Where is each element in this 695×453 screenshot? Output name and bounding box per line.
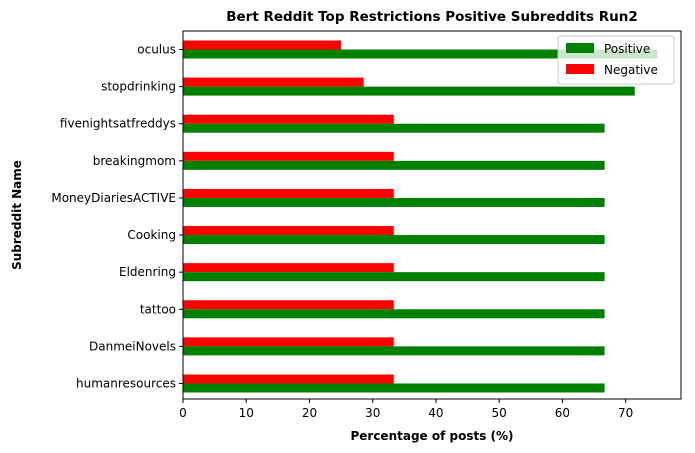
x-tick-label: 0 <box>179 406 187 420</box>
legend-label-positive: Positive <box>604 42 650 56</box>
y-tick-label: Cooking <box>127 228 176 242</box>
y-tick-label: humanresources <box>76 376 176 390</box>
bar-negative-Eldenring <box>183 263 394 273</box>
chart-title: Bert Reddit Top Restrictions Positive Su… <box>226 9 638 25</box>
bar-positive-DanmeiNovels <box>183 346 605 356</box>
bar-positive-Eldenring <box>183 272 605 282</box>
x-tick-label: 60 <box>555 406 570 420</box>
legend: Positive Negative <box>557 35 675 85</box>
x-tick-label: 30 <box>365 406 380 420</box>
bar-negative-fivenightsatfreddys <box>183 114 394 124</box>
bar-negative-breakingmom <box>183 151 394 161</box>
y-tick-label: Eldenring <box>119 265 176 279</box>
x-axis: 0 10 20 30 40 50 60 70 <box>179 399 633 420</box>
x-tick-label: 70 <box>618 406 633 420</box>
y-tick-label: breakingmom <box>93 154 176 168</box>
y-tick-label: DanmeiNovels <box>89 339 176 353</box>
y-tick-label: fivenightsatfreddys <box>60 117 176 131</box>
x-tick-label: 10 <box>239 406 254 420</box>
bar-positive-MoneyDiariesACTIVE <box>183 197 605 207</box>
y-tick-label: stopdrinking <box>101 80 176 94</box>
x-tick-label: 40 <box>428 406 443 420</box>
legend-swatch-negative <box>566 64 594 74</box>
y-tick-label: oculus <box>137 43 176 57</box>
bar-negative-humanresources <box>183 374 394 384</box>
x-tick-label: 20 <box>302 406 317 420</box>
plot-frame <box>182 30 682 400</box>
bar-positive-humanresources <box>183 383 605 393</box>
legend-label-negative: Negative <box>604 63 658 77</box>
x-tick-label: 50 <box>492 406 507 420</box>
bar-positive-oculus <box>183 49 658 59</box>
y-tick-label: tattoo <box>140 302 176 316</box>
bar-negative-MoneyDiariesACTIVE <box>183 188 394 198</box>
bar-positive-fivenightsatfreddys <box>183 123 605 133</box>
y-axis-label: Subreddit Name <box>10 160 24 270</box>
bar-positive-stopdrinking <box>183 86 635 96</box>
y-axis: humanresources DanmeiNovels tattoo Eldenrin… <box>51 43 183 390</box>
bar-negative-Cooking <box>183 226 394 236</box>
bars <box>183 40 658 393</box>
bar-positive-breakingmom <box>183 160 605 170</box>
legend-swatch-positive <box>566 43 594 53</box>
bar-negative-stopdrinking <box>183 77 364 87</box>
bar-positive-tattoo <box>183 309 605 319</box>
bar-negative-oculus <box>183 40 342 50</box>
x-axis-label: Percentage of posts (%) <box>350 429 513 443</box>
bar-negative-DanmeiNovels <box>183 337 394 347</box>
bar-positive-Cooking <box>183 235 605 245</box>
y-tick-label: MoneyDiariesACTIVE <box>51 191 176 205</box>
bar-negative-tattoo <box>183 300 394 310</box>
